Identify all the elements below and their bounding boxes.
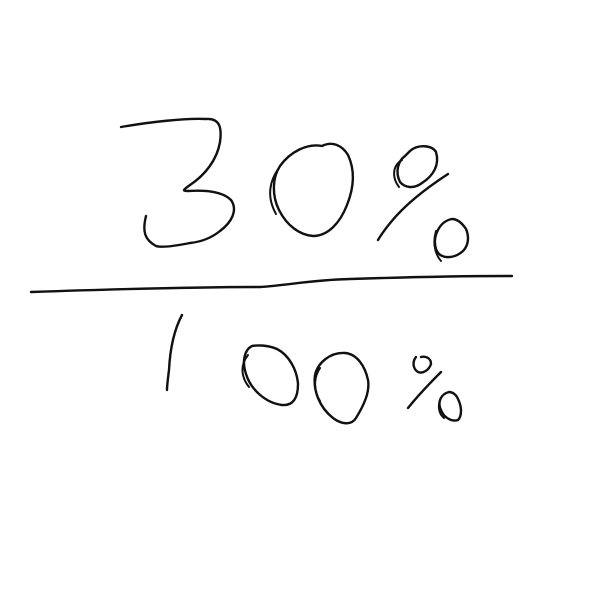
small-percent-slash <box>406 370 443 410</box>
percent-bottom-circle-overlap <box>433 230 442 262</box>
second-zero-overlap <box>314 367 321 402</box>
percent-bottom-circle <box>433 217 470 259</box>
percent-top-circle-overlap <box>393 159 403 188</box>
small-percent-top-circle <box>412 355 433 374</box>
fraction-bar <box>29 274 514 294</box>
percent-slash <box>376 172 450 242</box>
digit-zero-overlap-stroke <box>269 167 280 215</box>
percent-top-circle <box>396 145 439 189</box>
digit-one-stroke <box>165 313 184 392</box>
small-percent-bottom-overlap <box>437 397 445 419</box>
digit-three-stroke <box>119 117 236 248</box>
first-zero-stroke <box>242 344 300 407</box>
digit-zero-stroke <box>272 142 354 238</box>
denominator-handwriting <box>165 313 463 425</box>
second-zero-stroke <box>313 351 370 425</box>
first-zero-overlap <box>241 354 250 388</box>
numerator-handwriting <box>119 117 470 262</box>
